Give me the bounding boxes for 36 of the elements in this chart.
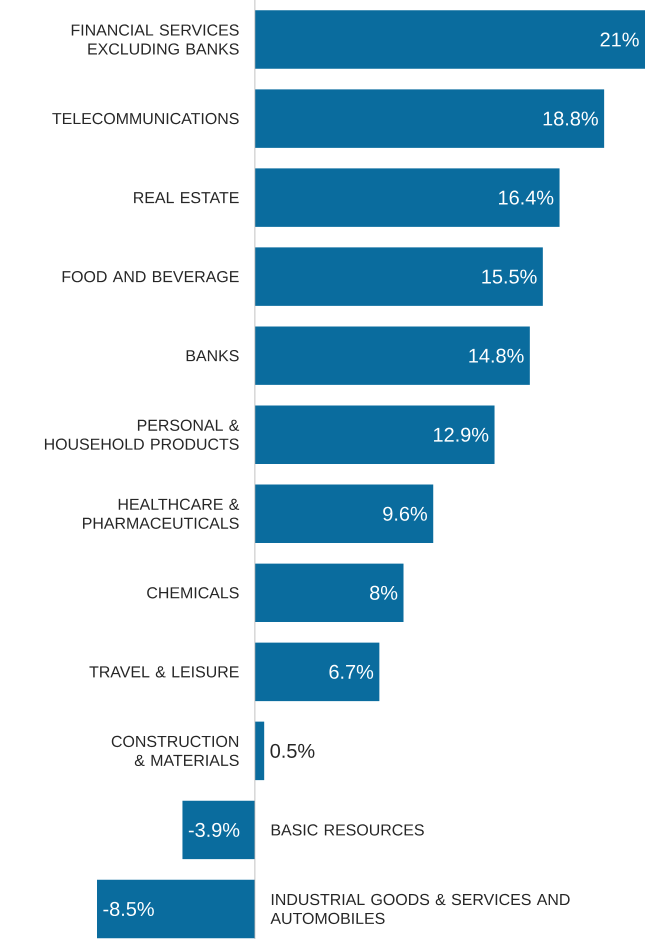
y-tick-label: BANKS [186,350,239,362]
y-tick-label: FOOD AND BEVERAGE [62,271,239,282]
data-label: 8% [370,586,398,600]
data-label: 16.4% [499,190,554,205]
bar [254,10,646,69]
y-tick-label: REAL ESTATE [134,192,239,204]
data-label: -8.5% [103,902,154,916]
y-tick-label: TRAVEL & LEISURE [89,666,239,678]
data-label: 9.6% [383,506,427,521]
bar [254,642,380,702]
data-label: 12.9% [434,428,488,442]
data-label: -3.9% [188,822,240,837]
bar [254,722,264,780]
bar [254,247,543,306]
y-tick-label: TELECOMMUNICATIONS [52,112,239,124]
data-label: 0.5% [270,744,314,758]
y-tick-label: FINANCIAL SERVICES EXCLUDING BANKS [72,24,239,55]
y-tick-label: INDUSTRIAL GOODS & SERVICES AND AUTOMOBILES [270,894,570,924]
bar [254,484,434,544]
data-label: 21% [600,32,639,47]
y-tick-label: PERSONAL & HOUSEHOLD PRODUCTS [44,420,240,450]
bar [97,880,255,938]
bar [254,405,495,464]
bar [254,326,530,385]
bar [254,564,404,622]
bar [182,800,255,860]
data-label: 14.8% [469,348,524,363]
bar [254,168,560,227]
y-tick-label: CONSTRUCTION & MATERIALS [112,736,239,766]
data-label: 6.7% [329,664,374,679]
y-tick-label: BASIC RESOURCES [272,824,424,836]
y-tick-label: HEALTHCARE & PHARMACEUTICALS [83,498,240,529]
data-label: 15.5% [482,270,537,284]
data-label: 18.8% [544,112,598,126]
bar [254,89,604,148]
y-tick-label: CHEMICALS [147,587,239,598]
